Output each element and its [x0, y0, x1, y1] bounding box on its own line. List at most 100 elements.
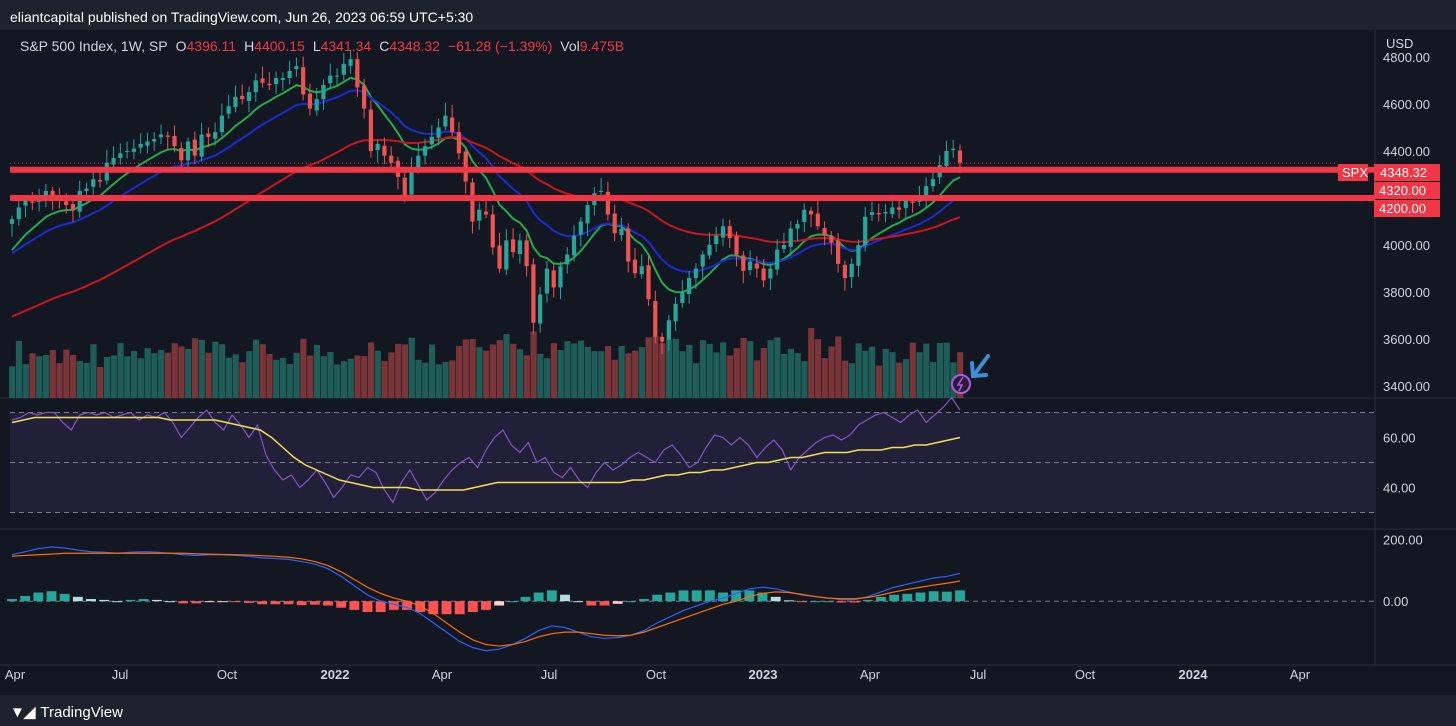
candle-body: [422, 146, 428, 156]
candle-body: [578, 221, 583, 235]
volume-bar: [896, 362, 903, 398]
macd-histogram-bar: [573, 601, 584, 603]
candle-body: [64, 201, 69, 206]
candle-body: [233, 96, 238, 108]
volume-bar: [848, 363, 855, 398]
candle-body: [111, 158, 116, 165]
ema-slow-line: [11, 135, 961, 318]
volume-bar: [422, 362, 429, 398]
volume-bar: [9, 366, 16, 398]
volume-bar: [828, 346, 835, 398]
candle-body: [50, 190, 55, 198]
candle-body: [531, 264, 536, 323]
volume-bar: [469, 339, 476, 398]
tradingview-logo[interactable]: ▼◢ TradingView: [10, 703, 123, 722]
macd-histogram-bar: [678, 590, 689, 602]
volume-bar: [42, 355, 50, 398]
macd-histogram-bar: [639, 599, 649, 602]
candle-body: [659, 336, 665, 342]
volume-bar: [564, 341, 571, 398]
candle-body: [131, 148, 136, 152]
candle-body: [152, 139, 157, 142]
volume-bar: [693, 363, 700, 398]
candle-body: [301, 67, 306, 95]
volume-bar: [124, 356, 131, 398]
candle-body: [781, 245, 787, 249]
price-legend: S&P 500 Index, 1W, SP O4396.11 H4400.15 L43…: [20, 38, 624, 54]
candle-body: [727, 226, 732, 238]
candle-body: [246, 92, 252, 102]
macd-histogram-bar: [810, 601, 821, 603]
signal-line: [11, 552, 961, 647]
candle-body: [876, 213, 881, 215]
volume-bar: [733, 348, 740, 398]
volume-bar: [740, 338, 747, 398]
candle-body: [436, 127, 441, 138]
volume-bar: [550, 343, 557, 398]
candle-body: [287, 70, 292, 78]
candle-body: [714, 235, 719, 245]
volume-bar: [889, 352, 896, 398]
candle-body: [693, 268, 699, 278]
volume-bar: [794, 353, 801, 398]
macd-histogram-bar: [652, 594, 663, 602]
candle-body: [118, 153, 123, 158]
macd-histogram-bar: [494, 601, 505, 606]
volume-bar: [449, 360, 456, 398]
candle-body: [23, 200, 28, 206]
candle-body: [599, 190, 604, 192]
candle-body: [538, 294, 543, 324]
volume-bar: [909, 342, 916, 398]
candle-body: [890, 207, 895, 214]
legend-volume: 9.475B: [579, 38, 625, 54]
macd-histogram-bar: [770, 596, 781, 602]
time-tick-label: Apr: [5, 667, 26, 682]
chart-svg[interactable]: 4800.00 4600.00 4400.00 4000.00 3800.00 3600.…: [0, 30, 1456, 695]
volume-bar: [882, 348, 889, 398]
macd-histogram-bar: [72, 596, 83, 602]
volume-bar: [286, 363, 293, 398]
macd-histogram-bar: [138, 599, 149, 602]
candle-body: [280, 78, 285, 80]
macd-histogram-bar: [507, 601, 518, 603]
candle-body: [490, 214, 495, 248]
level-line-4200: [10, 195, 1375, 201]
macd-histogram-bar: [388, 601, 399, 610]
macd-histogram-bar: [402, 601, 412, 610]
volume-bar: [90, 344, 97, 398]
legend-close: 4348.32: [389, 38, 440, 54]
candle-body: [808, 210, 814, 215]
candle-body: [768, 268, 773, 279]
candle-body: [673, 303, 678, 322]
volume-bar: [760, 347, 767, 398]
time-tick-label: 2023: [749, 667, 778, 682]
macd-histogram-bar: [586, 601, 597, 606]
candle-body: [822, 228, 827, 236]
level-line-4320: [10, 166, 1375, 173]
candle-body: [30, 201, 35, 203]
candle-body: [883, 212, 888, 214]
candle-body: [551, 270, 556, 288]
candle-body: [450, 117, 455, 133]
macd-histogram-bar: [862, 599, 873, 602]
candle-body: [267, 83, 272, 86]
macd-histogram-bar: [704, 590, 715, 602]
macd-histogram-bar: [309, 601, 320, 605]
volume-bar: [293, 352, 300, 398]
candle-body: [70, 204, 76, 210]
legend-close-label: C: [379, 38, 390, 54]
macd-histogram-bar: [546, 590, 557, 602]
candle-body: [504, 240, 509, 270]
candle-body: [328, 75, 333, 84]
candle-body: [863, 216, 868, 246]
time-tick-label: Apr: [432, 667, 453, 682]
price-tick-label: 4800.00: [1383, 50, 1430, 65]
volume-bar: [164, 352, 172, 398]
candle-body: [158, 134, 164, 138]
candle-body: [368, 109, 373, 151]
candle-body: [334, 75, 340, 77]
volume-bar: [557, 350, 564, 398]
macd-histogram-bar: [718, 592, 728, 602]
candle-body: [226, 106, 231, 114]
macd-histogram-bar: [599, 601, 610, 606]
